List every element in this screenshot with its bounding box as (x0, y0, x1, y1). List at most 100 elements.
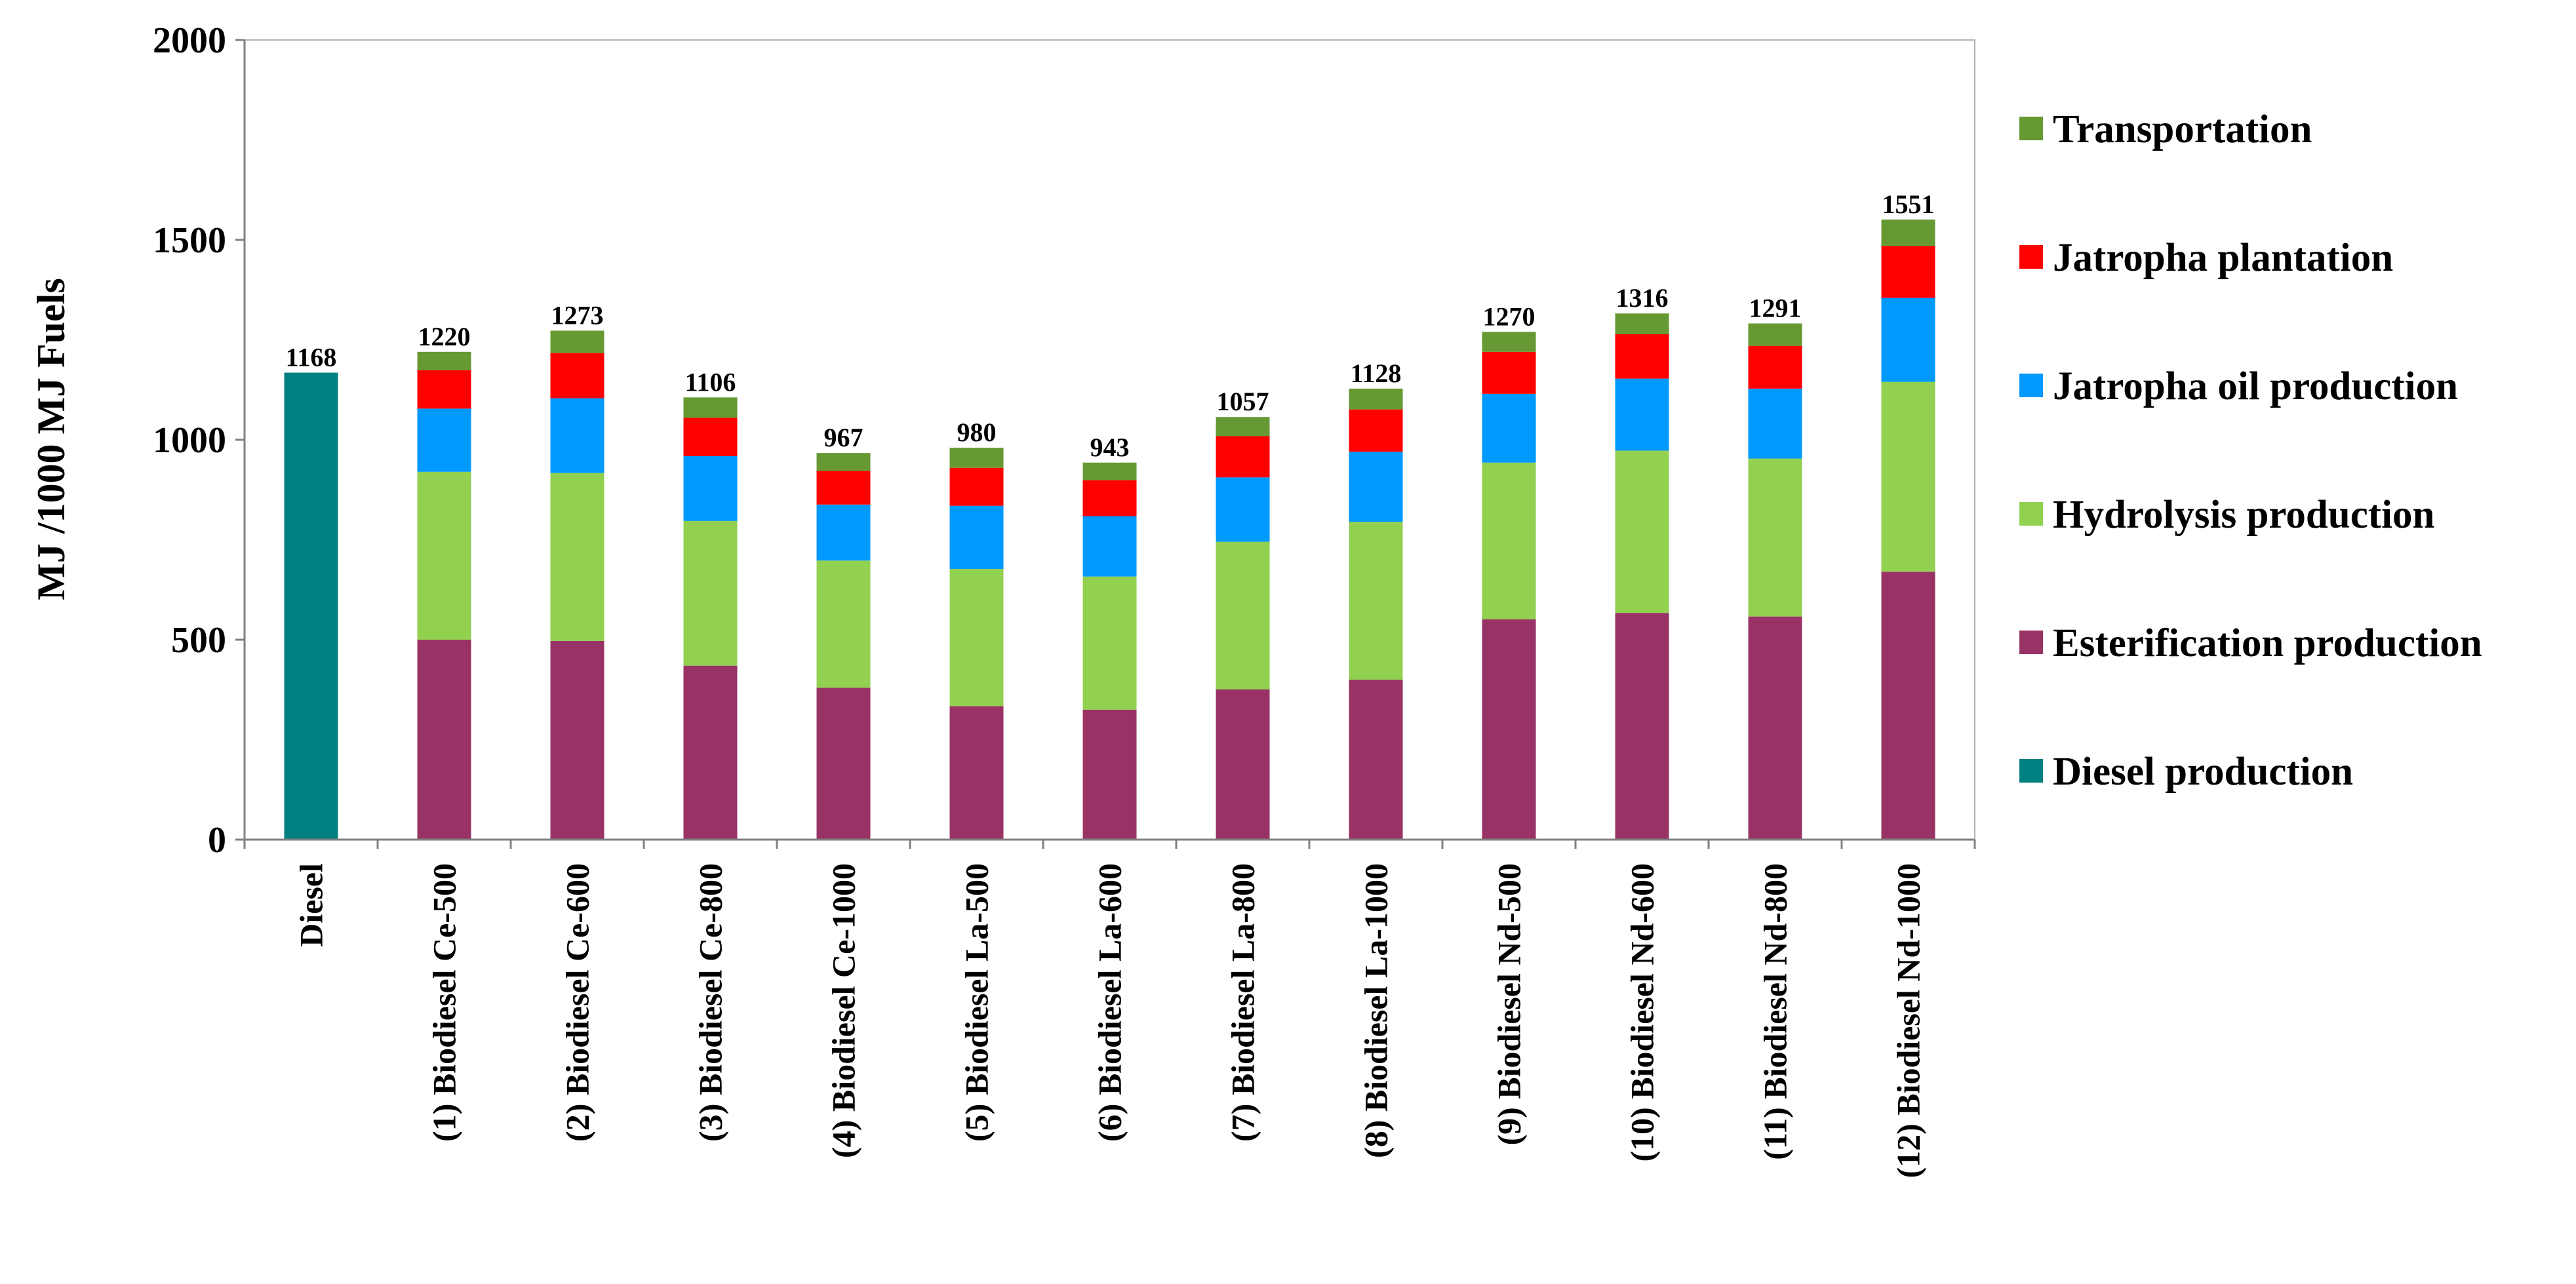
total-data-label: 1128 (1351, 359, 1402, 388)
bar-segment-transportation (1349, 388, 1403, 410)
total-data-label: 1551 (1882, 189, 1935, 219)
x-category-label: (12) Biodiesel Nd-1000 (1890, 863, 1927, 1178)
bar-segment-jatropha-oil-production (1082, 516, 1137, 577)
y-tick-label: 1500 (153, 220, 226, 261)
bar-segment-jatropha-oil-production (1748, 388, 1802, 459)
total-data-label: 1273 (551, 300, 604, 330)
bar-segment-transportation (1216, 417, 1270, 437)
legend-label: Hydrolysis production (2053, 493, 2434, 537)
x-category-label: (10) Biodiesel Nd-600 (1624, 863, 1661, 1162)
bar-segment-hydrolysis-production (683, 520, 738, 666)
legend-swatch (2019, 374, 2043, 397)
bar-segment-transportation (1881, 219, 1935, 246)
bar-segment-jatropha-plantation (683, 418, 738, 457)
bar-segment-jatropha-oil-production (1482, 393, 1536, 463)
y-axis: 0 500 1000 1500 2000 (153, 20, 246, 861)
bar-segment-jatropha-oil-production (683, 456, 738, 521)
y-axis-title: MJ /1000 MJ Fuels (30, 278, 73, 600)
total-data-label: 1106 (685, 367, 736, 397)
bar-segment-jatropha-plantation (816, 471, 871, 505)
bar-segment-hydrolysis-production (1082, 576, 1137, 710)
bar-segment-jatropha-plantation (949, 467, 1004, 506)
bar-segment-hydrolysis-production (1482, 462, 1536, 619)
bar-segment-jatropha-plantation (1615, 334, 1669, 379)
bar-segment-hydrolysis-production (1349, 522, 1403, 680)
bar-segment-jatropha-oil-production (949, 505, 1004, 570)
legend-swatch (2019, 117, 2043, 140)
total-data-label: 1291 (1749, 293, 1802, 322)
bar-segment-esterification-production (1615, 613, 1669, 840)
bar-segment-jatropha-oil-production (417, 408, 471, 472)
bar-segment-esterification-production (550, 640, 604, 840)
legend-label: Diesel production (2053, 750, 2353, 794)
total-data-label: 943 (1090, 433, 1130, 462)
bar-segment-jatropha-oil-production (1881, 298, 1935, 382)
bar-segment-jatropha-plantation (1482, 351, 1536, 394)
legend-label: Esterification production (2053, 621, 2482, 665)
bar-segment-esterification-production (1482, 619, 1536, 840)
bar-segment-transportation (683, 397, 738, 418)
bar-segment-jatropha-plantation (1216, 436, 1270, 478)
bar-segment-jatropha-plantation (1082, 480, 1137, 516)
x-category-label: (8) Biodiesel La-1000 (1358, 863, 1395, 1158)
bar-segment-jatropha-oil-production (1349, 452, 1403, 522)
bar-segment-esterification-production (1349, 680, 1403, 840)
x-category-label: (9) Biodiesel Nd-500 (1491, 863, 1528, 1146)
bar-segment-hydrolysis-production (949, 569, 1004, 707)
legend-swatch (2019, 759, 2043, 783)
bar-segment-jatropha-oil-production (1216, 477, 1270, 542)
bar-segment-transportation (1082, 462, 1137, 480)
total-data-label: 1316 (1616, 283, 1669, 313)
legend-label: Jatropha plantation (2053, 236, 2393, 280)
bar-segment-transportation (1482, 332, 1536, 352)
y-tick-label: 2000 (153, 20, 226, 61)
bar-segment-esterification-production (417, 640, 471, 840)
bar-segment-transportation (1748, 323, 1802, 346)
bar-segment-transportation (417, 351, 471, 370)
bar-segment-esterification-production (1216, 689, 1270, 840)
bar-segment-transportation (816, 453, 871, 471)
bar-segment-esterification-production (949, 706, 1004, 840)
bar-segment-transportation (1615, 313, 1669, 334)
bar-segment-hydrolysis-production (816, 560, 871, 688)
bar-segment-jatropha-oil-production (816, 504, 871, 561)
y-tick-label: 0 (208, 820, 226, 861)
legend: Transportation Jatropha plantation Jatroph… (2019, 107, 2482, 794)
legend-label: Jatropha oil production (2053, 364, 2458, 408)
bar-segment-esterification-production (1748, 616, 1802, 840)
bar-segment-hydrolysis-production (417, 471, 471, 640)
bar-segment-esterification-production (683, 665, 738, 840)
bar-segment-esterification-production (816, 688, 871, 840)
x-axis: Diesel (1) Biodiesel Ce-500 (2) Biodiesel … (243, 838, 1976, 1178)
total-data-label: 1057 (1217, 387, 1269, 416)
x-category-label: (4) Biodiesel Ce-1000 (825, 863, 862, 1158)
bar-segment-hydrolysis-production (1748, 458, 1802, 617)
total-data-label: 1220 (418, 322, 471, 351)
bar-segment-jatropha-plantation (1349, 409, 1403, 452)
bar-segment-jatropha-oil-production (550, 398, 604, 473)
bar-segment-hydrolysis-production (1615, 450, 1669, 613)
bar-segment-jatropha-plantation (1881, 246, 1935, 298)
legend-swatch (2019, 631, 2043, 654)
x-category-label: (5) Biodiesel La-500 (959, 863, 995, 1142)
x-category-label: (7) Biodiesel La-800 (1225, 863, 1261, 1142)
x-category-label: (11) Biodiesel Nd-800 (1757, 863, 1794, 1160)
x-category-label: Diesel (293, 863, 330, 947)
x-category-label: (6) Biodiesel La-600 (1092, 863, 1128, 1142)
y-tick-label: 1000 (153, 420, 226, 461)
total-data-label: 1270 (1483, 302, 1536, 331)
bars (284, 219, 1935, 840)
bar-segment-transportation (550, 330, 604, 353)
bar-segment-jatropha-plantation (550, 353, 604, 399)
bar-segment-jatropha-oil-production (1615, 378, 1669, 451)
bar-segment-jatropha-plantation (1748, 345, 1802, 389)
total-data-label: 980 (957, 418, 997, 447)
legend-swatch (2019, 502, 2043, 526)
bar-segment-esterification-production (1082, 709, 1137, 840)
total-labels: 1168 1220 1273 1106 967 980 943 1057 1128 1270 131… (286, 189, 1935, 462)
x-category-label: (1) Biodiesel Ce-500 (426, 863, 463, 1142)
legend-swatch (2019, 245, 2043, 269)
total-data-label: 967 (824, 423, 863, 452)
bar-segment-esterification-production (1881, 572, 1935, 840)
